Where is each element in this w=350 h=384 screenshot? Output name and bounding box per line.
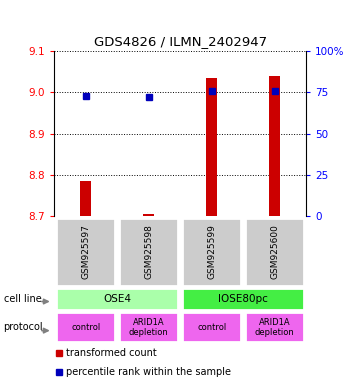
- Text: protocol: protocol: [4, 322, 43, 333]
- Text: OSE4: OSE4: [103, 294, 131, 304]
- Text: GSM925599: GSM925599: [207, 224, 216, 279]
- Bar: [143, 214, 154, 216]
- Bar: [245, 312, 304, 343]
- Text: control: control: [71, 323, 100, 332]
- Bar: [80, 181, 91, 216]
- Text: percentile rank within the sample: percentile rank within the sample: [65, 367, 231, 377]
- Bar: [206, 78, 217, 216]
- Text: ARID1A
depletion: ARID1A depletion: [129, 318, 169, 337]
- Bar: [182, 288, 304, 310]
- Text: transformed count: transformed count: [65, 348, 156, 358]
- Text: GSM925598: GSM925598: [144, 224, 153, 279]
- Text: GSM925597: GSM925597: [81, 224, 90, 279]
- Bar: [56, 288, 178, 310]
- Bar: [56, 218, 116, 286]
- Bar: [119, 218, 178, 286]
- Bar: [56, 312, 116, 343]
- Text: ARID1A
depletion: ARID1A depletion: [255, 318, 295, 337]
- Title: GDS4826 / ILMN_2402947: GDS4826 / ILMN_2402947: [94, 35, 267, 48]
- Bar: [245, 218, 304, 286]
- Bar: [269, 76, 280, 216]
- Bar: [182, 312, 241, 343]
- Text: control: control: [197, 323, 226, 332]
- Bar: [182, 218, 241, 286]
- Bar: [119, 312, 178, 343]
- Text: IOSE80pc: IOSE80pc: [218, 294, 268, 304]
- Text: cell line: cell line: [4, 294, 41, 304]
- Text: GSM925600: GSM925600: [270, 224, 279, 279]
